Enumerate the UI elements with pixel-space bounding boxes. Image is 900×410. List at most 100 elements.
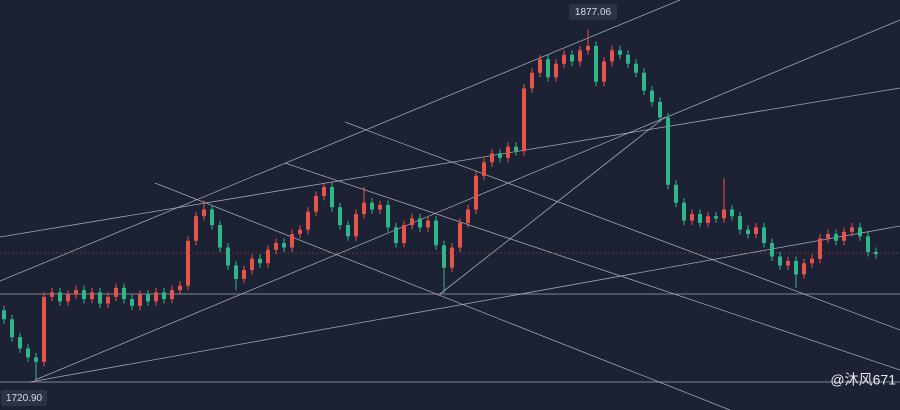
candle-body bbox=[18, 337, 22, 349]
candle-body bbox=[130, 299, 134, 306]
candle-body bbox=[234, 265, 238, 279]
candle-body bbox=[274, 243, 278, 250]
high-label: 1877.06 bbox=[575, 7, 612, 18]
candle-body bbox=[770, 243, 774, 257]
candle-body bbox=[394, 227, 398, 244]
candle-body bbox=[730, 209, 734, 217]
candle-body bbox=[330, 187, 334, 208]
candle-body bbox=[594, 45, 598, 82]
candle-body bbox=[530, 72, 534, 89]
trend-line bbox=[0, 0, 681, 282]
candle-body bbox=[10, 319, 14, 338]
candle-body bbox=[378, 204, 382, 210]
candle-body bbox=[706, 216, 710, 223]
candle-body bbox=[402, 225, 406, 244]
candle-body bbox=[658, 101, 662, 118]
candle-body bbox=[34, 357, 38, 362]
candle-body bbox=[666, 117, 670, 185]
candle-body bbox=[218, 225, 222, 248]
trend-line bbox=[344, 121, 900, 331]
candle-body bbox=[610, 50, 614, 62]
candle-body bbox=[282, 243, 286, 248]
candle-body bbox=[450, 247, 454, 268]
candle-body bbox=[74, 290, 78, 295]
candle-body bbox=[266, 249, 270, 264]
trend-line bbox=[439, 116, 666, 295]
candle-body bbox=[226, 247, 230, 266]
candle-body bbox=[754, 227, 758, 235]
candle-body bbox=[26, 348, 30, 358]
candle-body bbox=[122, 287, 126, 300]
candle-body bbox=[322, 187, 326, 196]
candle-body bbox=[370, 202, 374, 210]
candle-body bbox=[90, 292, 94, 300]
trend-line bbox=[0, 87, 900, 238]
candle-body bbox=[186, 240, 190, 286]
candle-body bbox=[442, 245, 446, 268]
candle-body bbox=[466, 209, 470, 223]
candle-body bbox=[98, 292, 102, 304]
candle-body bbox=[546, 59, 550, 78]
candle-body bbox=[834, 234, 838, 241]
candle-body bbox=[418, 218, 422, 228]
candle-body bbox=[426, 220, 430, 228]
candle-body bbox=[506, 146, 510, 158]
candle-body bbox=[346, 225, 350, 237]
candle-body bbox=[874, 252, 878, 255]
trend-line bbox=[154, 182, 731, 410]
trend-line bbox=[284, 162, 900, 371]
candle-body bbox=[482, 162, 486, 176]
candle-body bbox=[570, 54, 574, 62]
candle-body bbox=[42, 296, 46, 362]
candle-body bbox=[642, 72, 646, 91]
candle-body bbox=[82, 290, 86, 300]
candle-body bbox=[778, 256, 782, 266]
candle-body bbox=[682, 202, 686, 221]
candle-body bbox=[698, 213, 702, 223]
candle-body bbox=[474, 175, 478, 210]
candle-body bbox=[202, 209, 206, 217]
candle-body bbox=[714, 216, 718, 219]
trend-line bbox=[34, 19, 900, 381]
candle-body bbox=[298, 229, 302, 235]
candle-body bbox=[250, 258, 254, 270]
watermark: @沐风671 bbox=[830, 372, 896, 388]
candle-body bbox=[154, 292, 158, 302]
candle-body bbox=[786, 260, 790, 266]
candle-body bbox=[858, 227, 862, 237]
candle-body bbox=[826, 234, 830, 239]
candle-body bbox=[634, 63, 638, 73]
candle-body bbox=[138, 294, 142, 306]
candles bbox=[2, 30, 878, 380]
candle-body bbox=[306, 211, 310, 230]
candle-body bbox=[210, 209, 214, 226]
candle-body bbox=[162, 292, 166, 300]
candle-body bbox=[194, 216, 198, 241]
candle-body bbox=[242, 269, 246, 279]
candle-body bbox=[290, 234, 294, 248]
candle-body bbox=[258, 258, 262, 264]
candle-body bbox=[602, 61, 606, 82]
candle-body bbox=[618, 50, 622, 55]
candle-body bbox=[434, 220, 438, 246]
candle-body bbox=[410, 218, 414, 226]
candle-body bbox=[578, 50, 582, 62]
candle-body bbox=[58, 292, 62, 302]
candle-body bbox=[458, 222, 462, 248]
candle-body bbox=[66, 294, 70, 302]
candle-body bbox=[802, 263, 806, 275]
candle-body bbox=[50, 292, 54, 297]
candle-body bbox=[794, 260, 798, 275]
candle-body bbox=[106, 296, 110, 304]
trend-line bbox=[29, 225, 900, 383]
candle-body bbox=[338, 207, 342, 226]
candle-body bbox=[386, 204, 390, 228]
candle-body bbox=[114, 287, 118, 297]
low-label: 1720.90 bbox=[6, 393, 43, 404]
candle-body bbox=[762, 227, 766, 244]
candle-body bbox=[514, 146, 518, 152]
candle-body bbox=[722, 209, 726, 219]
candle-body bbox=[650, 90, 654, 102]
candle-body bbox=[490, 153, 494, 163]
